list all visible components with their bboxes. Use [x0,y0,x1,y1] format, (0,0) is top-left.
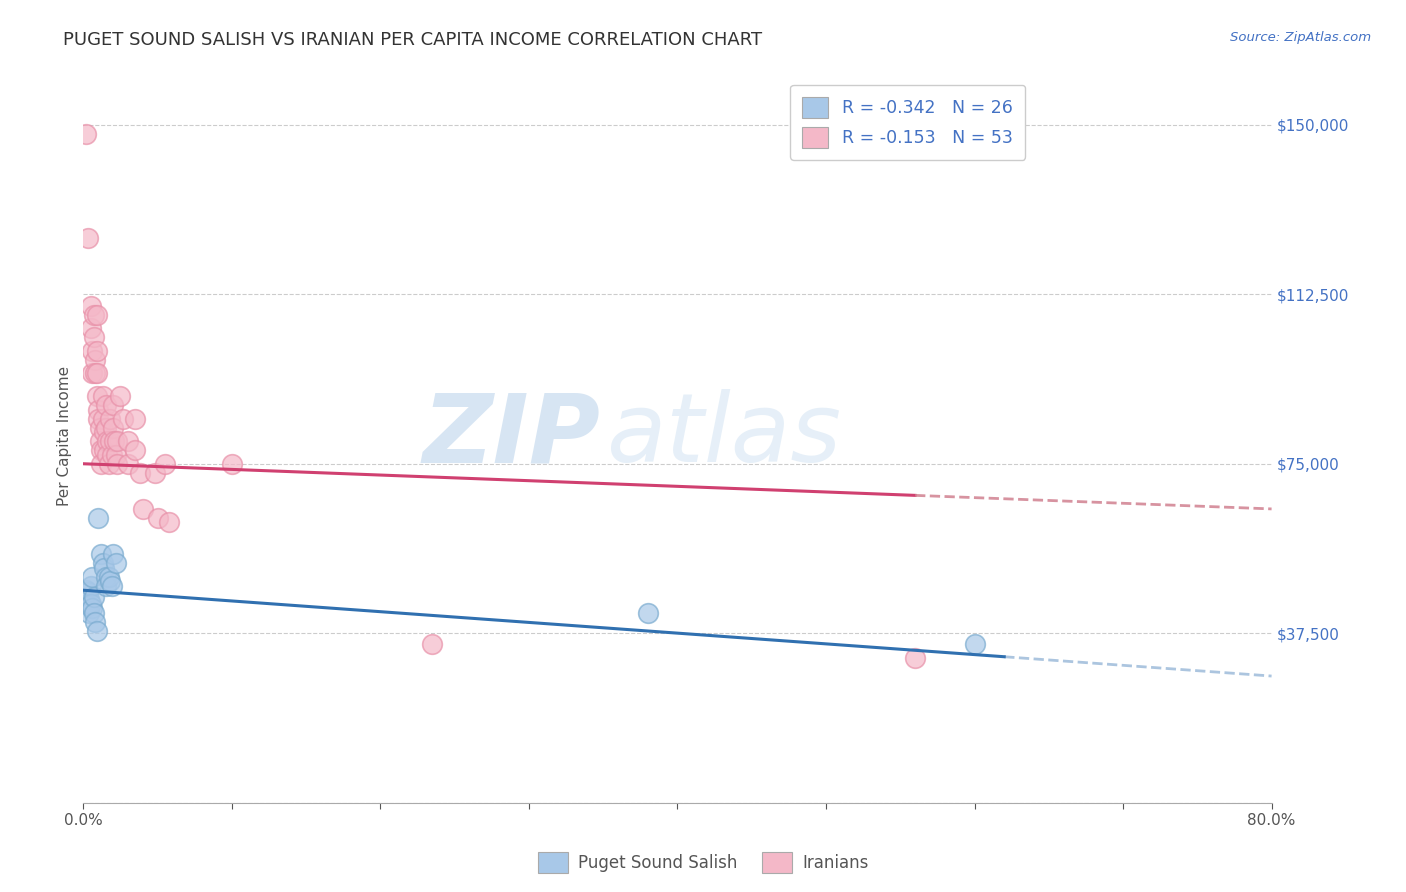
Point [90,457,112,471]
Text: atlas: atlas [606,389,841,482]
Point [101,420,124,434]
Point [77,592,100,607]
Y-axis label: Per Capita Income: Per Capita Income [58,366,72,506]
Point [117,457,139,471]
Point [97,569,120,583]
Point [91,556,114,570]
Point [83,308,105,322]
Point [221,457,243,471]
Text: PUGET SOUND SALISH VS IRANIAN PER CAPITA INCOME CORRELATION CHART: PUGET SOUND SALISH VS IRANIAN PER CAPITA… [63,31,762,49]
Point [94,569,117,583]
Point [86,624,108,638]
Point [94,420,117,434]
Point [87,402,110,417]
Point [86,343,108,358]
Point [76,585,98,599]
Point [101,398,124,412]
Point [422,637,444,651]
Point [84,367,107,381]
Text: Source: ZipAtlas.com: Source: ZipAtlas.com [1230,31,1371,45]
Point [75,127,97,141]
Point [86,389,108,403]
Point [87,411,110,425]
Point [98,411,121,425]
Point [80,321,103,335]
Point [82,601,104,615]
Point [90,547,112,561]
Point [97,457,120,471]
Point [93,443,115,458]
Point [904,651,927,665]
Point [89,420,111,434]
Point [112,411,135,425]
Point [93,560,115,574]
Point [104,556,127,570]
Point [107,457,129,471]
Point [90,443,112,458]
Point [84,615,107,629]
Point [80,579,103,593]
Legend: R = -0.342   N = 26, R = -0.153   N = 53: R = -0.342 N = 26, R = -0.153 N = 53 [790,85,1025,160]
Point [637,606,659,620]
Point [100,579,122,593]
Point [103,434,125,449]
Point [100,448,122,462]
Point [131,502,153,516]
Point [91,411,114,425]
Point [87,511,110,525]
Point [124,443,146,458]
Point [153,457,176,471]
Point [104,448,127,462]
Point [963,637,986,651]
Point [98,574,121,589]
Point [94,398,117,412]
Point [77,599,100,613]
Point [124,411,146,425]
Point [98,434,121,449]
Point [77,606,100,620]
Point [82,343,104,358]
Point [82,569,104,583]
Point [80,299,103,313]
Point [86,308,108,322]
Point [83,330,105,344]
Point [94,579,117,593]
Point [91,389,114,403]
Point [93,425,115,439]
Legend: Puget Sound Salish, Iranians: Puget Sound Salish, Iranians [531,846,875,880]
Point [117,434,139,449]
Point [146,511,169,525]
Point [82,367,104,381]
Point [128,466,150,480]
Point [89,434,111,449]
Point [83,606,105,620]
Point [80,597,103,611]
Point [76,597,98,611]
Point [75,583,97,598]
Point [107,434,129,449]
Point [76,231,98,245]
Point [110,389,132,403]
Point [159,516,181,530]
Point [84,352,107,367]
Text: ZIP: ZIP [422,389,600,482]
Point [96,448,118,462]
Point [143,466,166,480]
Point [86,367,108,381]
Point [83,590,105,604]
Point [101,547,124,561]
Point [96,434,118,449]
